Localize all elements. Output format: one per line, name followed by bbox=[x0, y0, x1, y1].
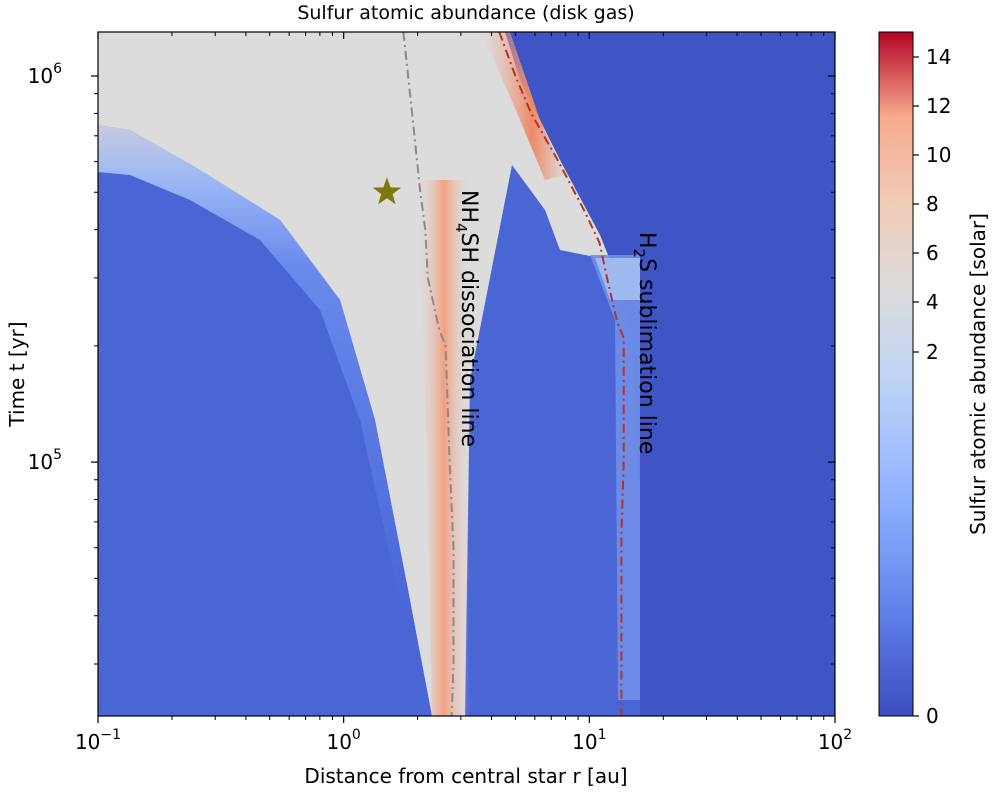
x-tick-label: 102 bbox=[818, 727, 852, 754]
colorbar-tick-label: 6 bbox=[926, 241, 939, 265]
heatmap-upper-region bbox=[98, 32, 610, 716]
y-axis-label: Time t [yr] bbox=[5, 321, 29, 427]
y-axis: 105 106 bbox=[28, 61, 835, 665]
colorbar-tick-label: 8 bbox=[926, 192, 939, 216]
star-marker bbox=[372, 177, 402, 205]
heatmap-pocket bbox=[590, 255, 640, 700]
chart-title: Sulfur atomic abundance (disk gas) bbox=[297, 2, 634, 24]
x-axis-label: Distance from central star r [au] bbox=[304, 764, 627, 788]
colorbar-ticks: 0 2 4 6 8 10 12 14 bbox=[913, 45, 951, 728]
nh4sh-dissociation-line bbox=[402, 31, 455, 717]
colorbar-tick-label: 2 bbox=[926, 340, 939, 364]
colorbar-tick-label: 0 bbox=[926, 704, 939, 728]
colorbar-label: Sulfur atomic abundance [solar] bbox=[966, 213, 990, 535]
heatmap bbox=[98, 32, 835, 716]
heatmap-h2s-stripe bbox=[482, 32, 565, 180]
colorbar-tick-label: 4 bbox=[926, 290, 939, 314]
nh4sh-line-label: NH4SH dissociation line bbox=[452, 190, 481, 447]
x-tick-label: 10−1 bbox=[75, 727, 121, 754]
x-tick-label: 101 bbox=[572, 727, 606, 754]
heatmap-nh4sh-band bbox=[418, 180, 470, 716]
h2s-sublimation-line bbox=[498, 31, 625, 716]
colorbar bbox=[878, 31, 914, 717]
heatmap-outer-region bbox=[505, 32, 835, 716]
heatmap-pocket-highlight bbox=[595, 258, 640, 300]
plot-frame bbox=[97, 31, 836, 717]
x-tick-label: 100 bbox=[326, 727, 360, 754]
heatmap-fade-region bbox=[98, 125, 410, 600]
colorbar-tick-label: 12 bbox=[926, 94, 951, 118]
y-tick-label: 106 bbox=[28, 61, 62, 88]
colorbar-tick-label: 10 bbox=[926, 143, 951, 167]
x-axis: 10−1 100 101 102 bbox=[75, 32, 852, 754]
y-tick-label: 105 bbox=[28, 447, 62, 474]
h2s-line-label: H2S sublimation line bbox=[630, 232, 659, 454]
colorbar-tick-label: 14 bbox=[926, 45, 951, 69]
